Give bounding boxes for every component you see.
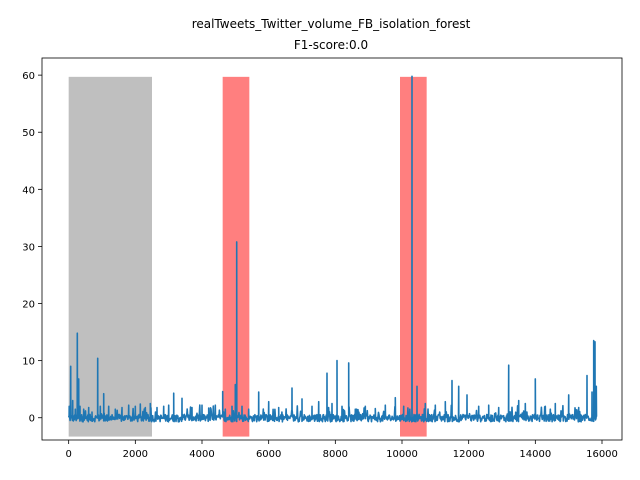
x-tick-label: 8000 bbox=[323, 449, 348, 460]
y-tick-label: 50 bbox=[22, 128, 35, 139]
chart-title-line2: F1-score:0.0 bbox=[294, 38, 368, 52]
y-tick-label: 40 bbox=[22, 185, 35, 196]
shaded-regions bbox=[68, 76, 427, 437]
y-tick-label: 30 bbox=[22, 242, 35, 253]
y-tick-label: 10 bbox=[22, 357, 35, 368]
axes-frame bbox=[41, 57, 623, 441]
x-tick-label: 14000 bbox=[519, 449, 551, 460]
x-tick-label: 4000 bbox=[189, 449, 214, 460]
series-layer bbox=[67, 75, 598, 423]
x-tick-label: 16000 bbox=[586, 449, 618, 460]
x-tick-label: 10000 bbox=[386, 449, 418, 460]
shaded-region-2 bbox=[400, 76, 427, 437]
x-tick-label: 12000 bbox=[453, 449, 485, 460]
x-tick-label: 6000 bbox=[256, 449, 281, 460]
y-tick-label: 60 bbox=[22, 71, 35, 82]
y-axis: 0 10 20 30 40 50 60 bbox=[22, 71, 42, 425]
x-tick-label: 0 bbox=[65, 449, 71, 460]
chart-title-line1: realTweets_Twitter_volume_FB_isolation_f… bbox=[192, 17, 471, 31]
shaded-region-0 bbox=[68, 76, 152, 437]
x-tick-label: 2000 bbox=[123, 449, 148, 460]
y-tick-label: 20 bbox=[22, 300, 35, 311]
x-axis: 0 2000 4000 6000 8000 10000 12000 14000 16000 bbox=[65, 440, 618, 460]
series-line-0 bbox=[67, 75, 598, 423]
y-tick-label: 0 bbox=[29, 414, 35, 425]
